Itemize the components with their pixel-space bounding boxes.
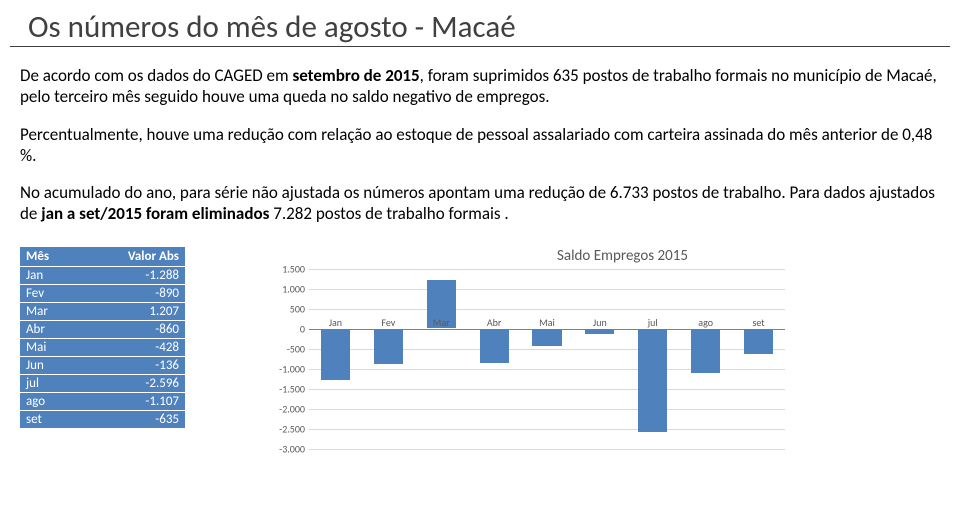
- table-cell-mes: Jun: [20, 356, 79, 374]
- x-tick-label: Mai: [539, 316, 555, 329]
- chart-bar: [585, 329, 614, 334]
- table-cell-valor: -860: [79, 320, 185, 338]
- table-cell-valor: -2.596: [79, 374, 185, 392]
- table-cell-valor: -635: [79, 410, 185, 428]
- table-cell-valor: 1.207: [79, 302, 185, 320]
- table-cell-valor: -1.107: [79, 392, 185, 410]
- y-tick-label: 1.000: [265, 282, 305, 295]
- table-row: Jan-1.288: [20, 266, 185, 284]
- table-row: jul-2.596: [20, 374, 185, 392]
- table-row: Mar1.207: [20, 302, 185, 320]
- chart-bar: [374, 329, 403, 365]
- paragraph-2: Percentualmente, houve uma redução com r…: [20, 124, 940, 167]
- table-cell-mes: ago: [20, 392, 79, 410]
- page-title: Os números do mês de agosto - Macaé: [10, 0, 950, 47]
- body-text: De acordo com os dados do CAGED em setem…: [0, 47, 960, 225]
- table-cell-mes: Mar: [20, 302, 79, 320]
- x-tick-label: jul: [648, 316, 658, 329]
- y-tick-label: 1.500: [265, 262, 305, 275]
- grid-line: [309, 429, 785, 430]
- x-tick-label: Abr: [487, 316, 502, 329]
- p1-pre: De acordo com os dados do CAGED em: [20, 65, 292, 86]
- chart-bar: [532, 329, 561, 346]
- x-tick-label: set: [752, 316, 764, 329]
- chart-title: Saldo Empregos 2015: [265, 247, 940, 265]
- bar-chart: 1.5001.0005000-500-1.000-1.500-2.000-2.5…: [265, 269, 785, 449]
- chart-bar: [321, 329, 350, 381]
- data-table: Mês Valor Abs Jan-1.288Fev-890Mar1.207Ab…: [20, 247, 185, 449]
- table-row: Fev-890: [20, 284, 185, 302]
- table-header-valor: Valor Abs: [79, 247, 185, 267]
- table-cell-valor: -1.288: [79, 266, 185, 284]
- paragraph-1: De acordo com os dados do CAGED em setem…: [20, 65, 940, 108]
- grid-line: [309, 449, 785, 450]
- table-cell-mes: Jan: [20, 266, 79, 284]
- table-cell-valor: -890: [79, 284, 185, 302]
- y-tick-label: -2.500: [265, 422, 305, 435]
- table-row: Abr-860: [20, 320, 185, 338]
- table-cell-mes: Mai: [20, 338, 79, 356]
- grid-line: [309, 269, 785, 270]
- y-tick-label: 500: [265, 302, 305, 315]
- table-row: Jun-136: [20, 356, 185, 374]
- y-tick-label: -1.500: [265, 382, 305, 395]
- table-cell-valor: -428: [79, 338, 185, 356]
- p3-post: 7.282 postos de trabalho formais .: [273, 203, 508, 224]
- table-header-mes: Mês: [20, 247, 79, 267]
- y-tick-label: -1.000: [265, 362, 305, 375]
- x-tick-label: ago: [698, 316, 713, 329]
- y-tick-label: -3.000: [265, 442, 305, 455]
- x-tick-label: Mar: [433, 316, 450, 329]
- grid-line: [309, 389, 785, 390]
- x-tick-label: Fev: [381, 316, 395, 329]
- chart-bar: [691, 329, 720, 373]
- p3-bold: jan a set/2015 foram eliminados: [41, 203, 273, 224]
- table-cell-mes: set: [20, 410, 79, 428]
- grid-line: [309, 289, 785, 290]
- chart-bar: [480, 329, 509, 363]
- p1-bold: setembro de 2015: [292, 65, 419, 86]
- table-row: set-635: [20, 410, 185, 428]
- grid-line: [309, 409, 785, 410]
- y-tick-label: -2.000: [265, 402, 305, 415]
- chart-bar: [638, 329, 667, 433]
- x-tick-label: Jan: [329, 316, 342, 329]
- table-cell-mes: Abr: [20, 320, 79, 338]
- chart-bar: [744, 329, 773, 354]
- grid-line: [309, 309, 785, 310]
- table-row: Mai-428: [20, 338, 185, 356]
- paragraph-3: No acumulado do ano, para série não ajus…: [20, 182, 940, 225]
- table-cell-valor: -136: [79, 356, 185, 374]
- chart-container: Saldo Empregos 2015 1.500 1.000 500 0 -500 -1…: [265, 247, 940, 449]
- y-tick-label: 0: [265, 322, 305, 335]
- table-cell-mes: jul: [20, 374, 79, 392]
- y-tick-label: -500: [265, 342, 305, 355]
- table-cell-mes: Fev: [20, 284, 79, 302]
- table-row: ago-1.107: [20, 392, 185, 410]
- x-tick-label: Jun: [593, 316, 607, 329]
